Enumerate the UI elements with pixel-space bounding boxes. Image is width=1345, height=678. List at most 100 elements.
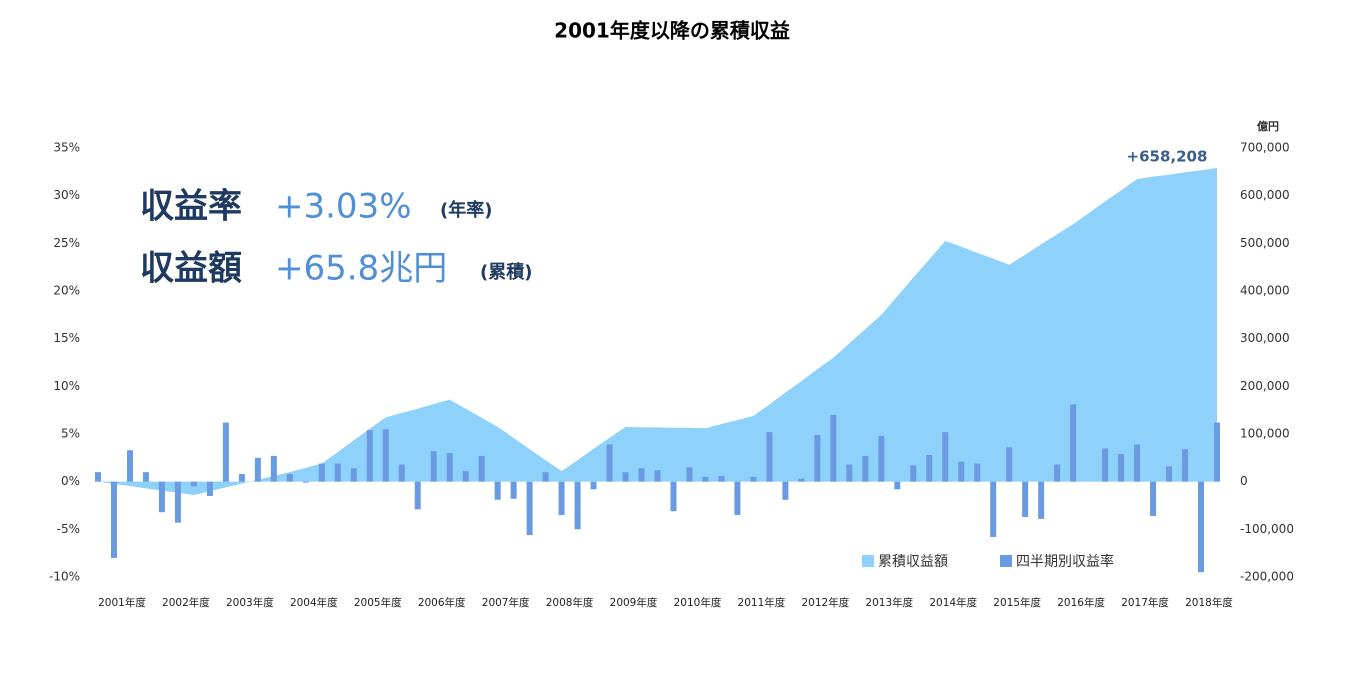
bar	[174, 481, 181, 523]
bar	[206, 481, 213, 496]
bar	[734, 481, 741, 516]
bar	[110, 481, 117, 558]
bar	[606, 444, 613, 482]
bar	[590, 481, 597, 490]
y2-tick-label: 300,000	[1240, 331, 1290, 345]
bar	[830, 414, 837, 482]
bar	[1038, 481, 1045, 519]
bar	[526, 481, 533, 536]
bar	[782, 481, 789, 500]
rate-label: 収益率	[140, 187, 242, 227]
y-tick-label: 5%	[61, 427, 80, 441]
bar	[702, 476, 709, 482]
bar	[1006, 447, 1013, 482]
x-tick-label: 2009年度	[610, 596, 658, 609]
bar	[398, 464, 405, 482]
bar	[510, 481, 517, 499]
y2-tick-label: 600,000	[1240, 188, 1290, 202]
y-tick-label: 25%	[53, 236, 80, 250]
bar	[1182, 449, 1189, 482]
y-tick-label: -10%	[49, 570, 80, 584]
bar	[334, 463, 341, 482]
x-tick-label: 2006年度	[418, 596, 466, 609]
y-tick-label: 20%	[53, 284, 80, 298]
bar	[638, 468, 645, 482]
cumulative-area	[98, 167, 1217, 496]
bar	[1070, 404, 1077, 482]
bar	[910, 465, 917, 482]
y-tick-label: 10%	[53, 379, 80, 393]
x-tick-label: 2008年度	[546, 596, 594, 609]
legend-swatch	[1000, 555, 1012, 567]
x-tick-label: 2013年度	[865, 596, 913, 609]
y2-tick-label: 0	[1240, 474, 1248, 488]
y-tick-label: -5%	[57, 522, 80, 536]
bar	[798, 478, 805, 482]
y-tick-label: 15%	[53, 331, 80, 345]
bar	[1134, 444, 1141, 482]
y-tick-label: 35%	[53, 141, 80, 155]
x-tick-label: 2017年度	[1121, 596, 1169, 609]
bar	[126, 450, 133, 482]
amount-value: +65.8兆円	[275, 249, 447, 289]
x-tick-label: 2015年度	[993, 596, 1041, 609]
x-tick-label: 2014年度	[929, 596, 977, 609]
bar	[958, 461, 965, 482]
y-tick-label: 30%	[53, 188, 80, 202]
y-tick-label: 0%	[61, 474, 80, 488]
bar	[862, 455, 869, 482]
bar	[990, 481, 997, 537]
bar	[286, 474, 293, 482]
rate-note: (年率)	[440, 199, 492, 221]
x-tick-label: 2007年度	[482, 596, 530, 609]
y2-tick-label: 700,000	[1240, 141, 1290, 155]
x-tick-label: 2012年度	[801, 596, 849, 609]
y2-tick-label: 400,000	[1240, 284, 1290, 298]
bar	[1118, 454, 1125, 482]
bar	[430, 451, 437, 482]
bar	[926, 454, 933, 482]
x-tick-label: 2002年度	[162, 596, 210, 609]
bar	[1214, 422, 1220, 482]
y2-tick-label: -100,000	[1240, 522, 1294, 536]
legend-label: 四半期別収益率	[1016, 553, 1114, 570]
bar	[1102, 448, 1109, 482]
bar	[414, 481, 421, 510]
x-tick-label: 2003年度	[226, 596, 274, 609]
end-value-label: +658,208	[1127, 148, 1208, 166]
bar	[766, 432, 773, 482]
bar	[542, 472, 549, 482]
x-tick-label: 2016年度	[1057, 596, 1105, 609]
chart-title: 2001年度以降の累積収益	[554, 19, 790, 43]
bar	[382, 429, 389, 482]
bar	[238, 474, 245, 482]
bar	[574, 481, 581, 530]
bar	[558, 481, 565, 516]
bar	[1150, 481, 1157, 516]
bar	[462, 471, 469, 482]
bar	[894, 481, 901, 490]
bar	[878, 435, 885, 482]
bar	[366, 430, 373, 482]
amount-label: 収益額	[140, 249, 242, 289]
bar	[622, 472, 629, 482]
y2-tick-label: -200,000	[1240, 570, 1294, 584]
amount-note: (累積)	[480, 261, 532, 283]
bar	[942, 432, 949, 482]
y2-tick-label: 100,000	[1240, 427, 1290, 441]
x-tick-label: 2005年度	[354, 596, 402, 609]
legend-label: 累積収益額	[878, 554, 948, 570]
bar	[95, 472, 101, 482]
bar	[654, 470, 661, 482]
bar	[670, 481, 677, 512]
bar	[318, 463, 325, 482]
bar	[750, 476, 757, 482]
bar	[1198, 481, 1205, 573]
bar	[158, 481, 165, 513]
x-tick-label: 2004年度	[290, 596, 338, 609]
bar	[718, 475, 725, 482]
legend-swatch	[862, 555, 874, 567]
bar	[974, 463, 981, 482]
bar	[494, 481, 501, 500]
bar	[254, 457, 261, 482]
